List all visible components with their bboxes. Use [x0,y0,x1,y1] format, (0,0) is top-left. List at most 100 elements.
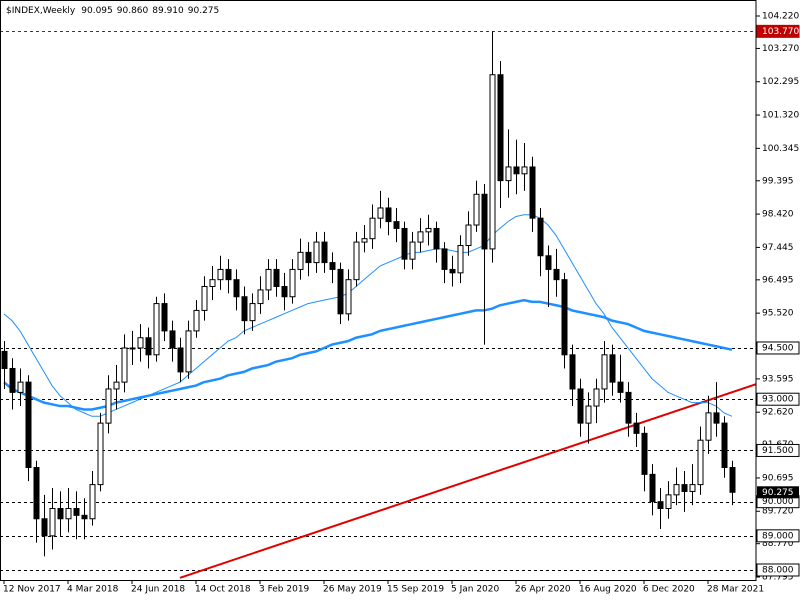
candle-body [129,347,136,350]
candle-body [249,303,256,322]
candle-body [361,238,368,243]
candle-body [329,262,336,270]
y-tick-label: 98.420 [762,210,794,220]
candle-body [481,193,488,250]
candle-body [265,268,272,291]
header-high: 90.860 [117,6,149,16]
header-close: 90.275 [188,6,220,16]
last-price-box [757,486,799,499]
ma-line [3,214,733,417]
candle-body [521,166,528,175]
candle-body [289,268,296,298]
candle-body [417,231,424,243]
candle-body [377,207,384,219]
x-tick-label: 28 Mar 2021 [707,585,764,595]
y-tick-label: 100.345 [762,144,799,154]
candle-body [505,166,512,182]
x-tick-label: 12 Nov 2017 [3,585,61,595]
candle-body [41,518,48,537]
candle-body [257,289,264,305]
x-tick-label: 15 Sep 2019 [387,585,444,595]
y-tick-label: 99.395 [762,176,794,186]
candle-body [33,467,40,520]
candle-body [537,217,544,257]
candle-body [233,279,240,298]
candle-body [57,508,64,520]
candle-body [729,467,736,493]
x-tick-label: 24 Jun 2018 [131,585,185,595]
x-tick-label: 3 Feb 2019 [259,585,310,595]
y-tick-label: 104.220 [762,11,799,21]
candle-body [353,241,360,281]
candle-body [433,227,440,250]
plot-area [0,31,756,579]
level-label: 103.770 [762,27,799,37]
y-tick-label: 90.695 [762,473,794,483]
candle-body [649,473,656,503]
candle-body [241,296,248,322]
plot-frame [0,0,757,581]
candle-body [697,439,704,486]
header-low: 89.910 [152,6,184,16]
candle-body [369,217,376,240]
candle-body [73,508,80,516]
candle-body [65,508,72,520]
level-label: 88.000 [762,565,794,575]
level-label: 90.000 [762,497,794,507]
candle-body [561,279,568,356]
candle-body [321,241,328,264]
y-tick-label: 88.770 [762,539,794,549]
candle-body [609,354,616,383]
level-label-box [756,529,800,543]
level-label-box [756,443,800,457]
level-label: 94.500 [762,343,794,353]
candle-body [689,484,696,492]
x-tick-label: 26 Apr 2020 [515,585,571,595]
candle-body [185,330,192,373]
x-tick-label: 26 May 2019 [323,585,382,595]
level-label: 91.500 [762,446,794,456]
y-tick-label: 89.720 [762,507,794,517]
ma-line [3,298,733,411]
y-tick-label: 103.270 [762,44,799,54]
candle-body [385,207,392,223]
candle-body [681,484,688,492]
candle-body [81,514,88,520]
y-tick-label: 97.445 [762,243,794,253]
candle-body [105,388,112,424]
candle-body [97,422,104,486]
candle-body [305,251,312,264]
candle-body [617,381,624,393]
candle-body [401,227,408,260]
candle-body [169,330,176,349]
x-tick-label: 16 Aug 2020 [579,585,637,595]
candle-body [153,303,160,356]
candle-body [217,268,224,281]
candle-body [657,501,664,510]
candle-body [465,224,472,247]
candle-body [497,74,504,182]
candle-body [625,391,632,424]
candle-body [553,268,560,281]
candle-body [641,432,648,475]
candle-body [489,74,496,250]
candle-body [441,248,448,270]
trendline [179,383,756,579]
chart-title: $INDEX,Weekly [6,6,76,16]
y-tick-label: 93.595 [762,374,794,384]
candle-body [113,381,120,390]
candle-body [193,309,200,332]
y-tick-label: 101.320 [762,111,799,121]
candle-body [577,388,584,424]
candle-body [209,279,216,287]
candle-body [457,245,464,274]
candle-body [273,268,280,287]
level-label-box [756,341,800,355]
level-label-box [756,24,800,38]
level-label-box [756,563,800,577]
x-tick-label: 6 Dec 2020 [643,585,695,595]
candle-body [161,303,168,332]
candle-body [89,484,96,520]
